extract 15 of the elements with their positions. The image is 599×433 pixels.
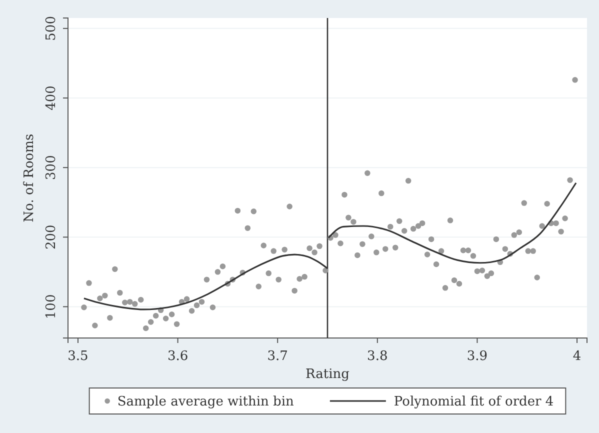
y-tick-label: 400 [44,86,59,110]
x-tick-label: 4 [572,349,582,364]
y-tick-label: 500 [44,16,59,41]
x-tick-label: 3.9 [466,349,488,364]
x-tick-label: 3.7 [267,349,288,364]
y-axis-title: No. of Rooms [22,134,37,222]
x-tick-label: 3.8 [367,349,388,364]
legend-label: Sample average within bin [117,394,295,410]
x-axis-title: Rating [306,367,350,382]
x-tick-label: 3.5 [68,349,88,364]
y-tick-label: 100 [44,294,59,320]
y-tick-label: 300 [44,155,59,180]
legend-label: Polynomial fit of order 4 [394,394,554,410]
x-tick-label: 3.6 [167,349,188,364]
y-tick-label: 200 [44,224,59,250]
